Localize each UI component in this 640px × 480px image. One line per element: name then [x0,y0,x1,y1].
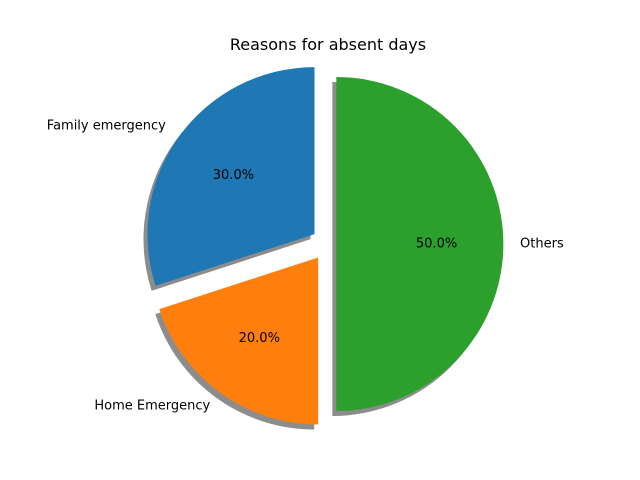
slice-pct-others: 50.0% [416,237,457,252]
slices-group [147,67,504,425]
slice-pct-home-emergency: 20.0% [239,331,280,346]
slice-family-emergency [147,67,315,286]
slice-others [336,77,504,411]
chart-title: Reasons for absent days [230,35,426,54]
slice-home-emergency [159,257,319,425]
slice-label-home-emergency: Home Emergency [94,399,210,414]
labels-group: Family emergency 30.0% Home Emergency 20.0%… [47,119,564,414]
slice-pct-family-emergency: 30.0% [213,168,254,183]
slice-label-family-emergency: Family emergency [47,119,166,134]
slice-label-others: Others [520,237,564,252]
